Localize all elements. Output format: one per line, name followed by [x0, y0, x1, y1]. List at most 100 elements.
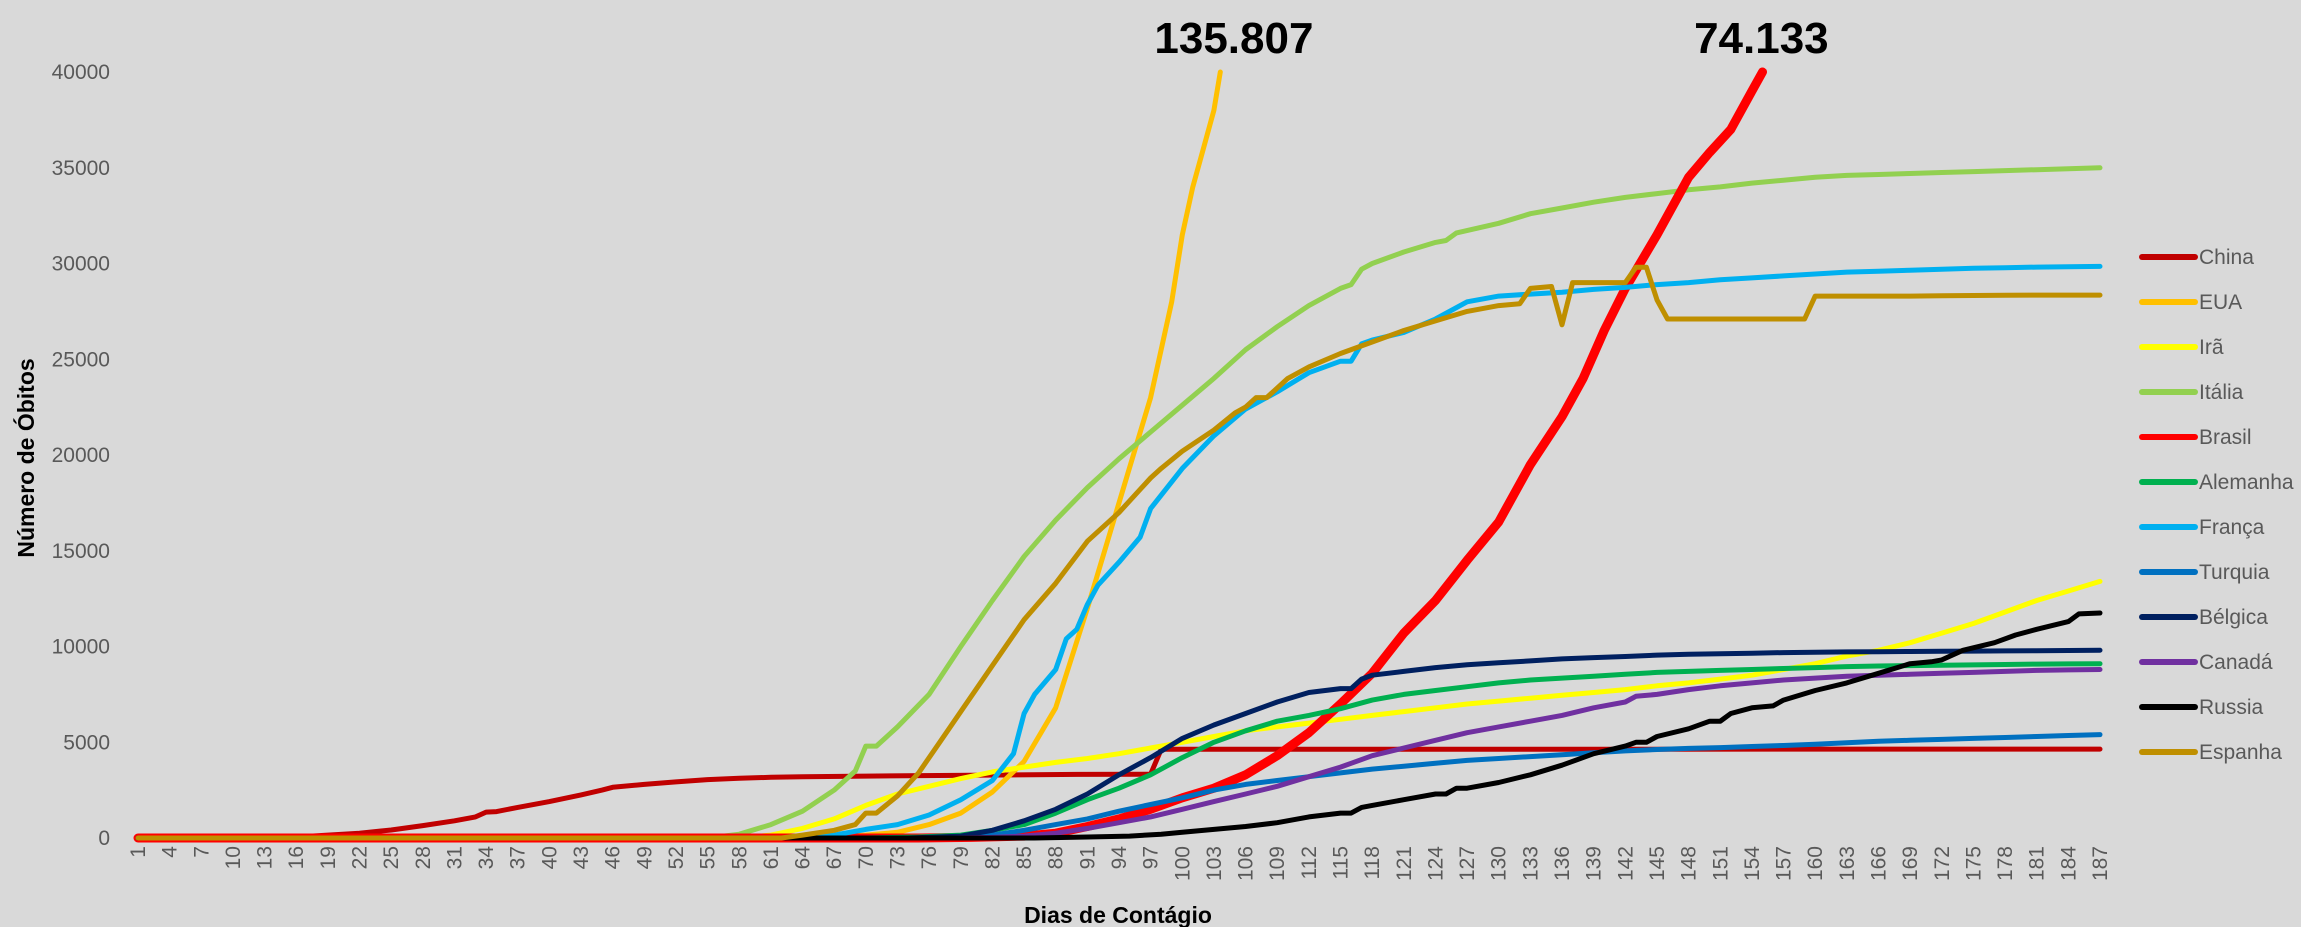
- x-tick-label: 40: [538, 846, 561, 869]
- series-line-itália: [135, 165, 2103, 841]
- legend-label-russia: Russia: [2199, 696, 2264, 719]
- x-tick-label: 19: [317, 846, 340, 869]
- x-tick-label: 34: [475, 846, 498, 870]
- series-line-eua: [135, 69, 1223, 841]
- x-tick-label: 91: [1076, 846, 1099, 869]
- x-tick-label: 157: [1773, 846, 1796, 881]
- x-tick-label: 82: [981, 846, 1004, 869]
- y-axis-title: Número de Óbitos: [12, 358, 39, 557]
- legend-label-itália: Itália: [2199, 381, 2244, 404]
- x-axis-title: Dias de Contágio: [1024, 902, 1212, 927]
- x-tick-label: 115: [1330, 846, 1353, 879]
- x-tick-label: 142: [1614, 846, 1637, 881]
- legend: China EUA Irã Itália Brasil Alemanha França Tur…: [2139, 246, 2294, 764]
- legend-label-alemanha: Alemanha: [2199, 471, 2294, 494]
- x-tick-label: 13: [254, 846, 277, 869]
- x-tick-label: 70: [855, 846, 878, 869]
- x-tick-label: 88: [1045, 846, 1068, 869]
- x-tick-label: 10: [222, 846, 245, 869]
- y-tick-label: 30000: [52, 253, 110, 276]
- x-tick-label: 97: [1140, 846, 1163, 869]
- x-tick-label: 55: [697, 846, 720, 869]
- x-tick-label: 52: [665, 846, 688, 869]
- legend-label-brasil: Brasil: [2199, 426, 2252, 449]
- y-tick-label: 10000: [52, 636, 110, 659]
- x-tick-label: 67: [823, 846, 846, 869]
- series-line-canadá: [135, 667, 2103, 841]
- x-tick-label: 160: [1804, 846, 1827, 881]
- y-tick-label: 35000: [52, 157, 110, 180]
- y-tick-label: 15000: [52, 540, 110, 563]
- x-tick-label: 1: [127, 846, 150, 858]
- x-tick-label: 163: [1836, 846, 1859, 881]
- x-tick-label: 187: [2089, 846, 2112, 881]
- x-tick-label: 124: [1424, 846, 1447, 881]
- legend-label-bélgica: Bélgica: [2199, 606, 2268, 629]
- x-tick-label: 151: [1709, 846, 1732, 881]
- x-tick-label: 112: [1298, 846, 1321, 879]
- x-tick-label: 136: [1551, 846, 1574, 881]
- x-tick-label: 181: [2026, 846, 2049, 881]
- x-tick-label: 79: [950, 846, 973, 869]
- x-tick-label: 22: [349, 846, 372, 869]
- x-tick-label: 76: [918, 846, 941, 869]
- x-tick-label: 94: [1108, 846, 1131, 870]
- series-line-frança: [135, 263, 2103, 841]
- x-tick-label: 46: [602, 846, 625, 869]
- x-tick-label: 172: [1931, 846, 1954, 881]
- legend-label-turquia: Turquia: [2199, 561, 2270, 584]
- x-tick-label: 121: [1393, 846, 1416, 881]
- legend-label-frança: França: [2199, 516, 2265, 539]
- x-tick-label: 28: [412, 846, 435, 869]
- legend-label-china: China: [2199, 246, 2254, 269]
- x-tick-label: 43: [570, 846, 593, 869]
- x-axis-ticks: 1 4 7 10 13 16 19 22 25 28 31 34 37 40 43 46 49 52 55 58 61 6…: [127, 846, 2112, 881]
- x-tick-label: 169: [1899, 846, 1922, 881]
- annotations: 135.807 74.133: [1154, 14, 1828, 63]
- x-tick-label: 109: [1266, 846, 1289, 881]
- x-tick-label: 154: [1741, 846, 1764, 881]
- y-axis-ticks: 0 5000 10000 15000 20000 25000 30000 35000 40000: [52, 61, 110, 850]
- x-tick-label: 106: [1235, 846, 1258, 881]
- x-tick-label: 49: [633, 846, 656, 869]
- y-tick-label: 25000: [52, 348, 110, 371]
- x-tick-label: 16: [285, 846, 308, 869]
- x-tick-label: 100: [1171, 846, 1194, 881]
- legend-label-irã: Irã: [2199, 336, 2224, 359]
- x-tick-label: 127: [1456, 846, 1479, 881]
- legend-label-eua: EUA: [2199, 291, 2242, 314]
- series-line-china: [135, 746, 2103, 841]
- legend-label-espanha: Espanha: [2199, 741, 2282, 764]
- x-tick-label: 85: [1013, 846, 1036, 869]
- x-tick-label: 37: [507, 846, 530, 869]
- y-tick-label: 0: [98, 827, 110, 850]
- x-tick-label: 58: [728, 846, 751, 869]
- y-tick-label: 20000: [52, 444, 110, 467]
- callout-eua: 135.807: [1154, 14, 1313, 63]
- x-tick-label: 118: [1361, 846, 1384, 879]
- x-tick-label: 145: [1646, 846, 1669, 881]
- x-tick-label: 133: [1519, 846, 1542, 881]
- callout-brasil: 74.133: [1694, 14, 1829, 63]
- x-tick-label: 175: [1962, 846, 1985, 881]
- series-lines: [133, 67, 2103, 843]
- x-tick-label: 103: [1203, 846, 1226, 881]
- y-tick-label: 5000: [63, 731, 110, 754]
- x-tick-label: 148: [1678, 846, 1701, 881]
- series-line-espanha: [135, 264, 2103, 841]
- x-tick-label: 31: [443, 846, 466, 869]
- x-tick-label: 178: [1994, 846, 2017, 881]
- series-line-alemanha: [135, 661, 2103, 841]
- x-tick-label: 130: [1488, 846, 1511, 881]
- x-tick-label: 4: [159, 846, 182, 858]
- series-line-russia: [135, 610, 2103, 841]
- series-line-bélgica: [135, 647, 2103, 841]
- x-tick-label: 64: [792, 846, 815, 870]
- series-line-irã: [135, 578, 2103, 841]
- legend-label-canadá: Canadá: [2199, 651, 2273, 674]
- x-tick-label: 61: [760, 846, 783, 869]
- x-tick-label: 25: [380, 846, 403, 869]
- x-tick-label: 73: [886, 846, 909, 869]
- series-line-turquia: [135, 732, 2103, 841]
